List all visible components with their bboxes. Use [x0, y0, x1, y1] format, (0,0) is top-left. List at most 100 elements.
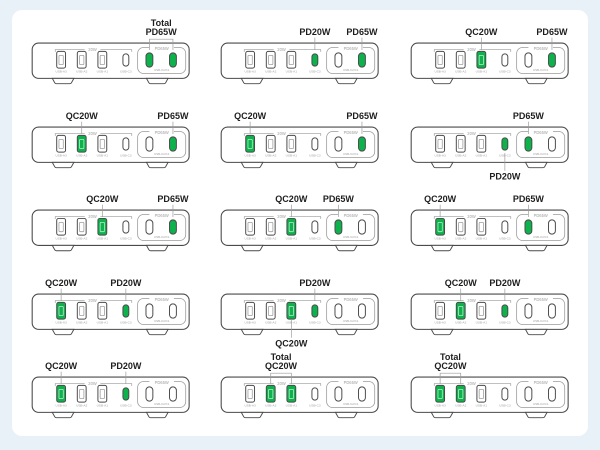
- bracket-20w-label: 20W: [467, 382, 476, 387]
- device-cell-14: 20W PD65W USB-A3 USB-A2 USB-A1 USB-C3 USB-C2/C…: [205, 350, 394, 434]
- device-foot: [430, 245, 454, 252]
- port-c1-icon: [547, 219, 556, 235]
- port-c3-icon-active: [311, 304, 319, 318]
- port-a2-caption: USB-A2: [265, 69, 277, 73]
- port-a1-icon: [476, 385, 486, 403]
- device-foot: [334, 245, 359, 252]
- power-label: QC20W: [424, 194, 457, 204]
- port-a3-caption: USB-A3: [434, 320, 446, 324]
- device-body: [220, 293, 380, 330]
- port-c2-icon: [145, 219, 154, 235]
- power-label: PD20W: [489, 171, 521, 181]
- power-label: QC20W: [444, 278, 477, 288]
- port-a3-icon: [434, 301, 445, 320]
- port-c3-caption: USB-C3: [120, 404, 132, 408]
- device-foot: [145, 77, 169, 85]
- usbc-group-caption: USB-C2/C1: [533, 152, 549, 156]
- port-a2-icon: [455, 50, 466, 69]
- port-a1-icon-active: [286, 301, 297, 320]
- device-foot: [240, 161, 265, 168]
- port-c2-icon: [334, 386, 343, 402]
- port-c1-icon: [169, 303, 177, 319]
- usbc-group-label: PD65W: [155, 380, 169, 385]
- port-a3-caption: USB-A3: [55, 320, 67, 324]
- port-a3-caption: USB-A3: [245, 320, 257, 324]
- port-c3-icon: [311, 136, 319, 151]
- device-foot: [334, 328, 359, 335]
- port-a1-icon-active: [97, 218, 108, 236]
- power-label: PD65W: [513, 194, 545, 204]
- port-a1-caption: USB-A1: [97, 153, 109, 157]
- power-label: PD65W: [146, 27, 178, 37]
- charger-diagram-5: 20W PD65W USB-A3 USB-A2 USB-A1 USB-C3 USB-C2/C…: [220, 111, 380, 168]
- power-label: PD20W: [300, 27, 332, 37]
- device-foot: [524, 77, 548, 85]
- port-a3-caption: USB-A3: [245, 404, 257, 408]
- port-c3-caption: USB-C3: [499, 320, 511, 324]
- power-label-total: Total: [271, 352, 292, 362]
- device-foot: [145, 412, 169, 419]
- bracket-20w-label: 20W: [467, 131, 476, 136]
- device-foot: [430, 77, 454, 85]
- usbc-group-label-mask: [338, 45, 364, 51]
- port-a1-icon: [97, 301, 108, 320]
- charger-diagram-1: 20W PD65W USB-A3 USB-A2 USB-A1 USB-C3 USB-C2/C…: [31, 18, 190, 85]
- device-body: [220, 209, 380, 247]
- label-bracket: [149, 38, 174, 50]
- usbc-group-caption: USB-C2/C1: [343, 235, 359, 239]
- port-c3-icon: [501, 53, 508, 67]
- usbc-group-caption: USB-C2/C1: [343, 403, 359, 407]
- port-c2-icon: [334, 52, 343, 68]
- device-foot: [51, 161, 75, 168]
- usbc-group-label-mask: [149, 45, 174, 51]
- charger-diagram-10: 20W PD65W USB-A3 USB-A2 USB-A1 USB-C3 USB-C2/C…: [31, 278, 190, 335]
- port-c3-icon-active: [122, 304, 130, 318]
- usbc-group-label: PD65W: [533, 46, 547, 51]
- device-body: [31, 42, 190, 79]
- power-label: PD20W: [110, 362, 142, 372]
- power-label: PD65W: [323, 194, 355, 204]
- device-foot: [430, 161, 454, 168]
- charger-diagram-11: 20WPD65WUSB-A3USB-A2USB-A1USB-C3USB-C2/C…: [220, 278, 380, 348]
- port-c3-caption: USB-C3: [499, 237, 511, 241]
- port-c3-icon: [501, 387, 508, 402]
- device-foot: [240, 412, 265, 419]
- device-cell-5: 20W PD65W USB-A3 USB-A2 USB-A1 USB-C3 USB-C2/C…: [205, 100, 394, 184]
- power-label: QC20W: [66, 111, 99, 121]
- port-c1-icon: [547, 135, 556, 152]
- port-c2-icon: [334, 135, 343, 152]
- port-a1-icon: [476, 218, 486, 236]
- port-a3-icon-active: [56, 385, 67, 403]
- usbc-group-label: PD65W: [155, 129, 169, 134]
- charger-diagram-15: 20W PD65W USB-A3 USB-A2 USB-A1 USB-C3 USB-C2/C…: [410, 352, 569, 419]
- port-c3-caption: USB-C3: [309, 69, 321, 73]
- device-foot: [51, 412, 75, 419]
- device-body: [410, 209, 569, 247]
- label-bracket: [439, 373, 461, 385]
- charger-diagram-12: 20W PD65W USB-A3 USB-A2 USB-A1 USB-C3 USB-C2/C…: [410, 278, 569, 335]
- power-label: QC20W: [434, 362, 467, 372]
- usbc-group-caption: USB-C2/C1: [343, 319, 359, 323]
- device-foot: [524, 328, 548, 335]
- port-a2-caption: USB-A2: [76, 69, 88, 73]
- device-body: [31, 293, 190, 330]
- device-foot: [240, 77, 265, 85]
- port-a1-icon: [286, 50, 297, 69]
- device-foot: [51, 77, 75, 85]
- port-a1-icon: [97, 134, 108, 153]
- port-a2-icon: [266, 134, 276, 153]
- port-c2-icon: [145, 386, 154, 402]
- device-cell-4: 20W PD65W USB-A3 USB-A2 USB-A1 USB-C3 USB-C2/C…: [16, 100, 205, 184]
- port-c1-icon-active: [358, 135, 367, 152]
- usbc-group-label-mask: [149, 128, 174, 135]
- port-c1-icon: [169, 386, 177, 402]
- device-cell-12: 20W PD65W USB-A3 USB-A2 USB-A1 USB-C3 USB-C2/C…: [395, 267, 584, 351]
- port-a3-caption: USB-A3: [245, 69, 257, 73]
- port-c1-icon: [547, 386, 556, 402]
- bracket-20w-label: 20W: [88, 214, 97, 219]
- port-a2-icon-active: [76, 134, 87, 153]
- port-c2-icon: [145, 303, 154, 319]
- port-a2-icon-active: [455, 385, 466, 403]
- port-a2-caption: USB-A2: [455, 320, 467, 324]
- port-c1-icon-active: [169, 52, 177, 68]
